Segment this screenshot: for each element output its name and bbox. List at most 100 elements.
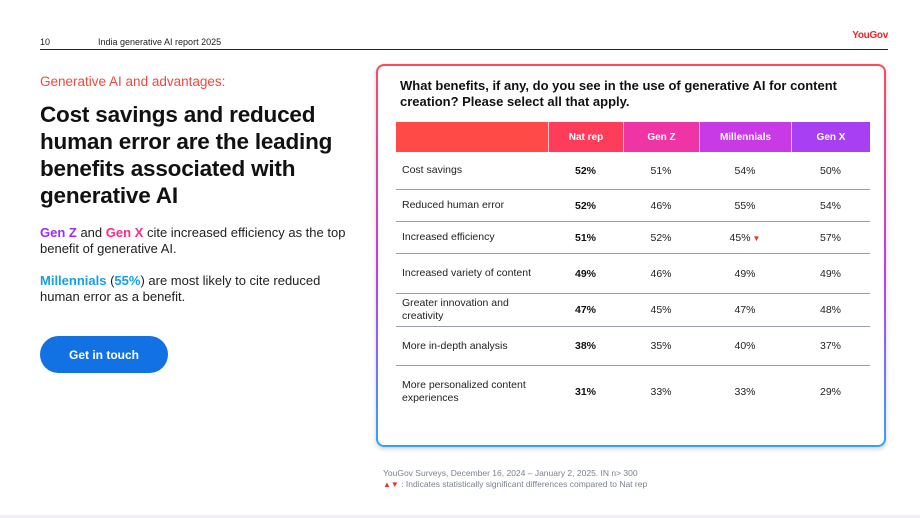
bottom-strip: [0, 515, 920, 518]
value-text: 54%: [734, 164, 756, 177]
gen-x-highlight: Gen X: [105, 225, 144, 240]
row-label: Increased variety of content: [402, 267, 531, 279]
value-text: 46%: [650, 267, 672, 280]
value-text: 33%: [734, 386, 756, 398]
up-down-arrows-icon: ▲▼: [383, 480, 399, 489]
gen-z-value: 45%: [623, 304, 699, 316]
value-text: 49%: [574, 267, 596, 280]
gen-z-value: 51%: [623, 165, 699, 177]
row-label: Reduced human error: [402, 199, 505, 211]
insight-millennials: Millennials (55%) are most likely to cit…: [40, 273, 360, 305]
millennials-value: 47%: [699, 304, 791, 316]
page-number: 10: [40, 37, 51, 47]
nat-rep-value: 52%: [548, 200, 623, 212]
value-text: 52%: [574, 199, 596, 212]
insight-text: cite increased efficiency as the top ben…: [40, 225, 346, 256]
gen-x-value: 37%: [791, 340, 870, 352]
millennials-pct: 55%: [114, 273, 141, 288]
gen-x-value: 49%: [791, 268, 870, 280]
header-nat-rep: Nat rep: [548, 122, 623, 152]
benefits-table: Nat rep Gen Z Millennials Gen X Cost sav…: [396, 122, 870, 418]
gen-z-value: 33%: [623, 386, 699, 398]
significance-note: ▲▼ : Indicates statistically significant…: [383, 479, 647, 490]
value-text: 51%: [574, 231, 596, 244]
nat-rep-value: 38%: [548, 340, 623, 352]
yougov-logo: YouGov: [852, 30, 888, 41]
value-text: 33%: [650, 386, 672, 398]
survey-question: What benefits, if any, do you see in the…: [400, 78, 838, 109]
footnote: YouGov Surveys, December 16, 2024 – Janu…: [383, 468, 647, 490]
millennials-value: 33%: [699, 386, 791, 398]
table-row: More personalized content experiences 31%…: [396, 366, 870, 418]
table-row: Increased efficiency 51% 52% 45% ▼ 57%: [396, 222, 870, 254]
gen-x-value: 50%: [791, 165, 870, 177]
value-text: 37%: [819, 340, 841, 352]
value-text: 50%: [819, 164, 841, 177]
value-text: 47%: [574, 304, 596, 316]
nat-rep-value: 49%: [548, 268, 623, 280]
gen-z-value: 52%: [623, 232, 699, 244]
table-row: Greater innovation and creativity 47% 45% 4…: [396, 294, 870, 327]
gen-x-value: 48%: [791, 304, 870, 316]
millennials-highlight: Millennials: [40, 273, 107, 288]
page-headline: Cost savings and reduced human error are…: [40, 102, 333, 208]
row-label: Greater innovation and creativity: [402, 297, 509, 322]
nat-rep-value: 47%: [548, 304, 623, 316]
table-row: Cost savings 52% 51% 54% 50%: [396, 152, 870, 190]
value-text: 52%: [574, 164, 596, 177]
value-text: 51%: [650, 164, 672, 177]
paren-open: (: [106, 273, 115, 288]
row-label: More personalized content experiences: [402, 379, 526, 404]
gen-z-value: 46%: [623, 268, 699, 280]
value-text: 57%: [819, 231, 841, 244]
value-text: 29%: [819, 386, 841, 398]
value-text: 35%: [650, 340, 672, 352]
report-title: India generative AI report 2025: [98, 37, 222, 47]
down-arrow-icon: ▼: [752, 233, 761, 243]
value-text: 31%: [574, 386, 596, 398]
table-row: Increased variety of content 49% 46% 49% 49%: [396, 254, 870, 294]
millennials-value: 54%: [699, 165, 791, 177]
nat-rep-value: 51%: [548, 232, 623, 244]
header-gen-z: Gen Z: [623, 122, 699, 152]
top-bar: 10 India generative AI report 2025 YouGo…: [40, 30, 888, 50]
value-text: 48%: [819, 304, 841, 316]
millennials-value: 40%: [699, 340, 791, 352]
gen-x-value: 29%: [791, 386, 870, 398]
value-text: 49%: [734, 267, 756, 280]
panel-inner: What benefits, if any, do you see in the…: [378, 66, 884, 445]
value-text: 55%: [734, 199, 756, 212]
value-text: 52%: [650, 231, 672, 244]
benefits-panel: What benefits, if any, do you see in the…: [376, 64, 886, 447]
millennials-value: 49%: [699, 268, 791, 280]
millennials-value: 55%: [699, 200, 791, 212]
header-gen-x: Gen X: [791, 122, 870, 152]
row-label: More in-depth analysis: [402, 339, 508, 352]
gen-x-value: 54%: [791, 200, 870, 212]
value-text: 45%: [650, 304, 672, 316]
row-label: Cost savings: [402, 164, 463, 176]
header-millennials: Millennials: [699, 122, 791, 152]
get-in-touch-button[interactable]: Get in touch: [40, 336, 168, 373]
table-body: Cost savings 52% 51% 54% 50% Reduced human er…: [396, 152, 870, 418]
insight-text: ) are most likely to cite reduced human …: [40, 273, 321, 304]
value-text: 38%: [574, 340, 596, 352]
nat-rep-value: 52%: [548, 165, 623, 177]
gen-x-value: 57%: [791, 232, 870, 244]
value-text: 40%: [734, 340, 756, 352]
gen-z-highlight: Gen Z: [40, 225, 77, 240]
value-text: 54%: [819, 199, 841, 212]
insight-gen-z-gen-x: Gen Z and Gen X cite increased efficienc…: [40, 225, 360, 257]
millennials-value: 45% ▼: [699, 232, 791, 244]
row-label: Increased efficiency: [402, 231, 495, 243]
table-row: Reduced human error 52% 46% 55% 54%: [396, 190, 870, 222]
gen-z-value: 46%: [623, 200, 699, 212]
value-text: 45%: [729, 231, 751, 244]
table-row: More in-depth analysis 38% 35% 40% 37%: [396, 327, 870, 366]
gen-z-value: 35%: [623, 340, 699, 352]
value-text: 49%: [819, 267, 841, 280]
value-text: 47%: [734, 304, 756, 316]
table-header: Nat rep Gen Z Millennials Gen X: [396, 122, 870, 152]
left-column: Generative AI and advantages: Cost savin…: [40, 74, 360, 305]
significance-legend: : Indicates statistically significant di…: [398, 479, 648, 489]
